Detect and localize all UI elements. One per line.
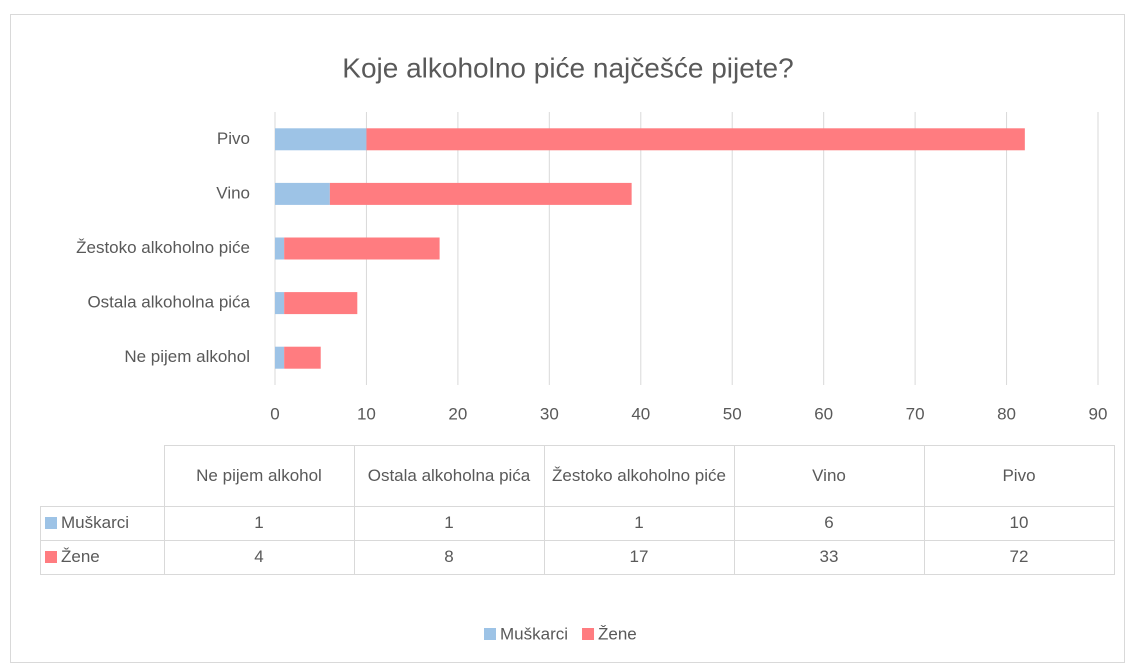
data-table: Ne pijem alkohol Ostala alkoholna pića Žes… (40, 445, 1115, 575)
table-cell: 4 (163, 539, 355, 575)
x-tick-label: 20 (448, 404, 467, 423)
table-series-name: Žene (61, 547, 100, 566)
bar (366, 128, 1025, 151)
bar (275, 182, 330, 205)
table-cell: 33 (733, 539, 925, 575)
bar (284, 237, 440, 260)
table-header-cell: Žestoko alkoholno piće (543, 445, 735, 507)
table-cell: 1 (163, 505, 355, 541)
bar (284, 292, 358, 315)
legend-swatch (484, 628, 496, 640)
bar (275, 292, 285, 315)
legend-key (45, 517, 57, 529)
table-header-cell: Pivo (923, 445, 1115, 507)
bar (275, 346, 285, 369)
table-header-cell: Ostala alkoholna pića (353, 445, 545, 507)
y-tick-label: Ne pijem alkohol (124, 347, 250, 366)
bar (275, 237, 285, 260)
bar (284, 346, 321, 369)
table-series-name: Muškarci (61, 513, 130, 532)
x-tick-label: 80 (997, 404, 1016, 423)
bar (329, 182, 632, 205)
table-cell: 8 (353, 539, 545, 575)
y-tick-label: Ostala alkoholna pića (87, 293, 250, 312)
legend-key (45, 551, 57, 563)
x-tick-label: 50 (723, 404, 742, 423)
legend-swatch (582, 628, 595, 640)
table-header-cell: Ne pijem alkohol (163, 445, 355, 507)
table-cell: 17 (543, 539, 735, 575)
x-tick-label: 60 (814, 404, 833, 423)
x-tick-label: 0 (270, 404, 279, 423)
table-cell: 1 (543, 505, 735, 541)
table-cell: 72 (923, 539, 1115, 575)
x-tick-label: 10 (357, 404, 376, 423)
x-tick-label: 70 (906, 404, 925, 423)
legend-label: Muškarci (500, 624, 568, 643)
table-cell: 10 (923, 505, 1115, 541)
table-cell: 1 (353, 505, 545, 541)
x-tick-label: 30 (540, 404, 559, 423)
y-tick-label: Vino (216, 183, 250, 202)
table-row-label: Muškarci (40, 505, 165, 541)
table-corner (40, 445, 165, 507)
x-tick-label: 90 (1089, 404, 1108, 423)
chart-border (10, 14, 1125, 663)
bar (275, 128, 367, 151)
table-row-label: Žene (40, 539, 165, 575)
chart-title: Koje alkoholno piće najčešće pijete? (342, 52, 793, 83)
legend-label: Žene (598, 624, 637, 643)
y-tick-label: Žestoko alkoholno piće (76, 238, 250, 257)
table-cell: 6 (733, 505, 925, 541)
table-row: Žene 4 8 17 33 72 (40, 539, 1115, 575)
table-header-row: Ne pijem alkohol Ostala alkoholna pića Žes… (40, 445, 1115, 507)
y-tick-label: Pivo (217, 129, 250, 148)
table-row: Muškarci 1 1 1 6 10 (40, 505, 1115, 541)
x-tick-label: 40 (631, 404, 650, 423)
table-header-cell: Vino (733, 445, 925, 507)
